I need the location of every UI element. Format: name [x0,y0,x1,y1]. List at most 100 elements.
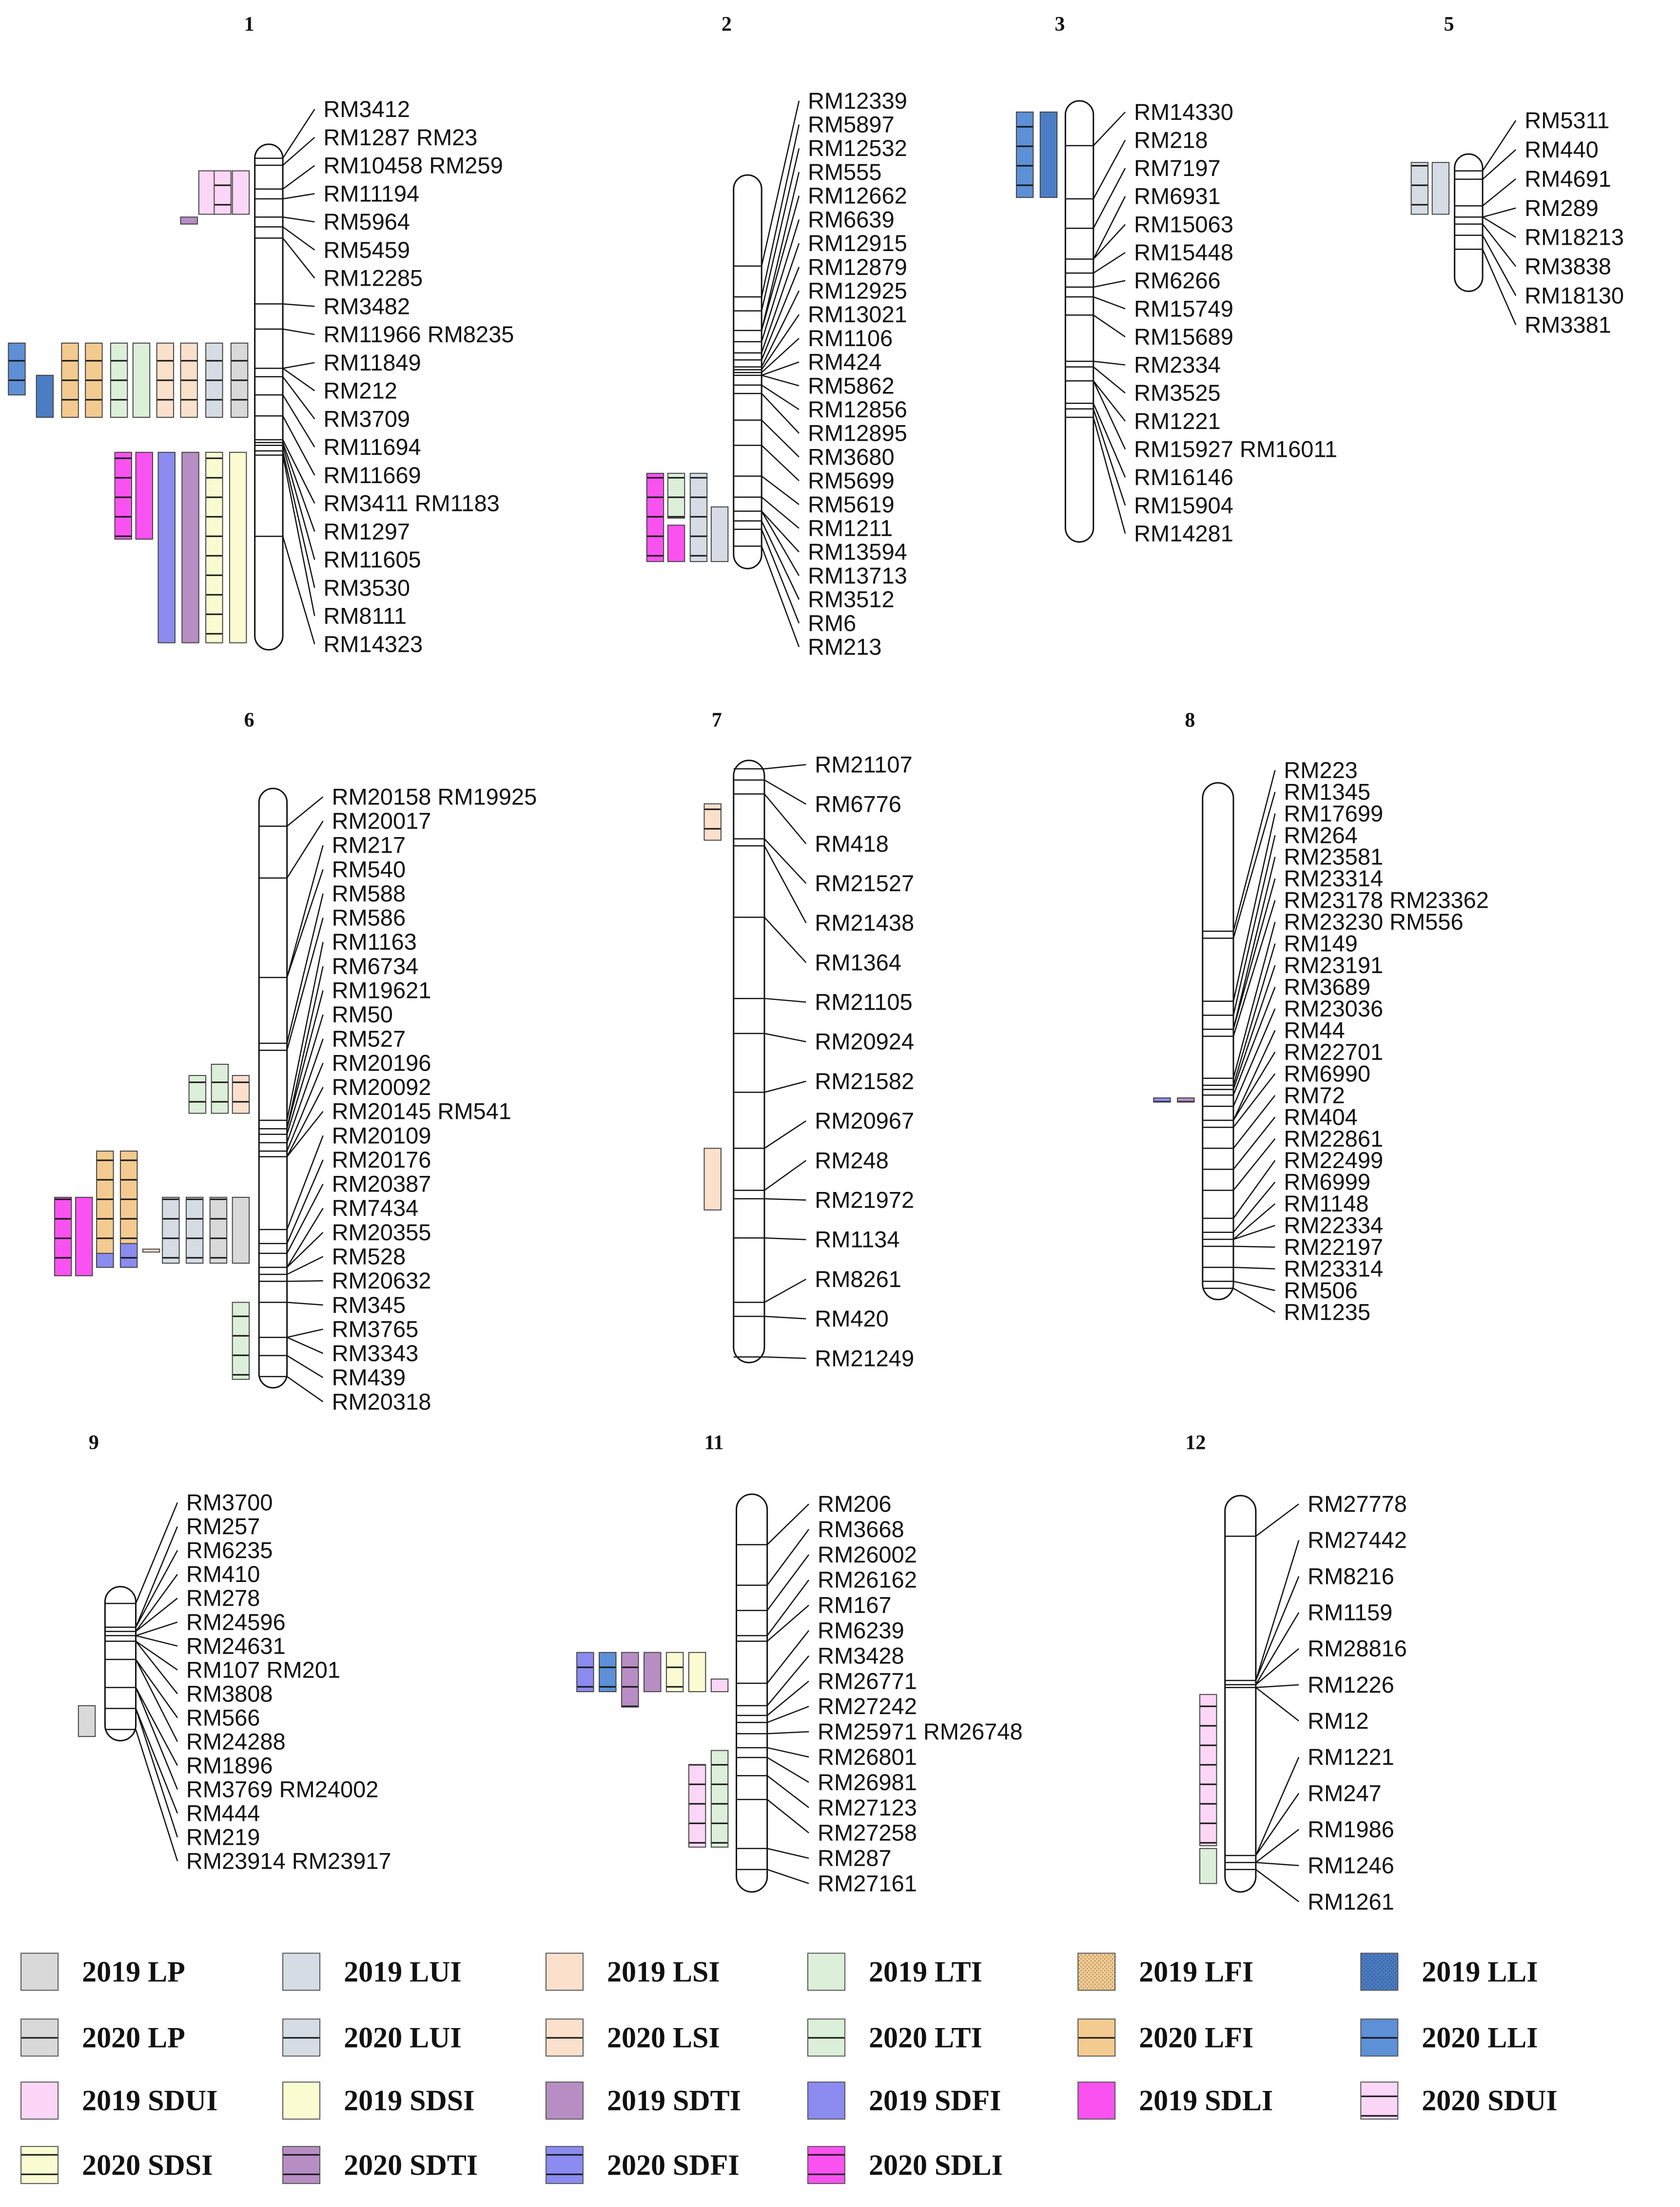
marker-connector [282,226,315,251]
chromosome-body [104,1585,137,1741]
marker-connector [766,1554,810,1611]
marker-label: RM218 [1134,127,1208,153]
marker-label: RM21105 [815,989,912,1015]
marker-label: RM404 [1284,1104,1358,1130]
marker-connector [1093,280,1126,288]
marker-connector [286,1159,324,1244]
marker-label: RM20109 [332,1122,431,1148]
marker-label: RM566 [186,1704,260,1730]
qtl-bar [710,506,729,562]
qtl-bar [1410,162,1429,215]
marker-connector [1255,1648,1299,1685]
marker-label: RM5619 [808,491,895,517]
marker-label: RM289 [1524,195,1599,221]
chromosome-number: 7 [712,709,722,731]
legend-swatch [1077,2018,1116,2057]
marker-connector [286,1208,324,1268]
marker-label: RM5311 [1524,107,1609,133]
marker-label: RM25971 RM26748 [818,1719,1023,1744]
marker-connector [1093,380,1126,450]
chromosome-11: 11RM206RM3668RM26002RM26162RM167RM6239RM… [576,1432,1023,1896]
marker-connector [287,1355,324,1378]
marker-label: RM27242 [818,1693,917,1719]
marker-label: RM27442 [1308,1527,1407,1553]
marker-label: RM27258 [818,1820,917,1846]
marker-connector [282,368,315,391]
marker-label: RM1896 [186,1752,273,1778]
marker-connector [286,820,324,879]
chromosome-body [258,787,288,1389]
marker-connector [135,1729,178,1861]
marker-label: RM1297 [323,518,410,544]
marker-connector [764,1198,806,1201]
marker-connector [766,1630,810,1684]
qtl-bar [209,1196,228,1264]
marker-label: RM28816 [1308,1636,1407,1661]
marker-connector [761,314,800,371]
marker-label: RM3709 [323,406,410,431]
marker-connector [286,1111,324,1157]
marker-connector [761,243,800,353]
legend-swatch [807,1953,845,1991]
marker-connector [1482,120,1517,172]
marker-connector [764,1356,806,1359]
qtl-bar [85,342,103,418]
marker-label: RM26981 [818,1769,917,1795]
qtl-bar [621,1652,639,1708]
marker-label: RM287 [818,1845,892,1871]
qtl-bar [181,451,199,644]
qtl-bar [667,472,685,519]
marker-connector [1255,1612,1300,1685]
marker-label: RM3700 [186,1489,273,1515]
marker-label: RM1364 [815,949,901,975]
marker-label: RM20017 [332,808,431,834]
legend-label: 2019 SDFI [869,2085,1001,2117]
marker-label: RM5897 [808,112,895,137]
marker-connector [764,1080,806,1093]
qtl-bar [1016,111,1034,198]
marker-label: RM1287 RM23 [323,124,477,150]
marker-label: RM20387 [332,1171,431,1197]
qtl-bar [710,1679,729,1692]
marker-connector [1093,366,1126,394]
marker-label: RM1261 [1308,1889,1394,1914]
marker-label: RM223 [1284,757,1358,783]
qtl-bar [78,1705,96,1737]
marker-connector [766,1504,809,1545]
marker-label: RM6931 [1134,183,1221,209]
marker-label: RM1211 [808,515,893,541]
qtl-bar [232,1302,250,1380]
marker-connector [1093,314,1126,337]
marker-label: RM15063 [1134,211,1233,237]
marker-label: RM15749 [1134,295,1233,321]
marker-label: RM18130 [1524,282,1624,308]
marker-label: RM586 [332,905,406,931]
qtl-bar [157,451,176,644]
marker-connector [1255,1757,1300,1856]
marker-label: RM528 [332,1244,406,1270]
marker-label: RM23230 RM556 [1284,909,1463,935]
qtl-bar [110,342,128,418]
marker-connector [1093,196,1126,259]
chromosome-body [1454,153,1484,292]
marker-label: RM1345 [1284,779,1370,804]
qtl-bar [214,170,232,215]
marker-connector [282,137,315,166]
marker-label: RM345 [332,1292,406,1318]
qtl-bar [576,1652,594,1692]
marker-connector [1482,207,1516,218]
marker-connector [1233,1267,1275,1270]
marker-label: RM149 [1284,931,1358,957]
legend-swatch [1360,1953,1399,1991]
marker-connector [1482,178,1517,207]
marker-label: RM26771 [818,1668,917,1694]
marker-label: RM3512 [808,586,895,612]
legend: 2019 LP 2019 LUI 2019 LSI 2019 LTI 2019 LFI 2… [20,1953,1558,2184]
marker-label: RM12339 [808,88,907,114]
marker-connector [761,419,800,458]
marker-connector [286,1038,324,1143]
marker-connector [286,893,324,1044]
qtl-bar [162,1196,180,1264]
marker-connector [1232,1008,1276,1107]
